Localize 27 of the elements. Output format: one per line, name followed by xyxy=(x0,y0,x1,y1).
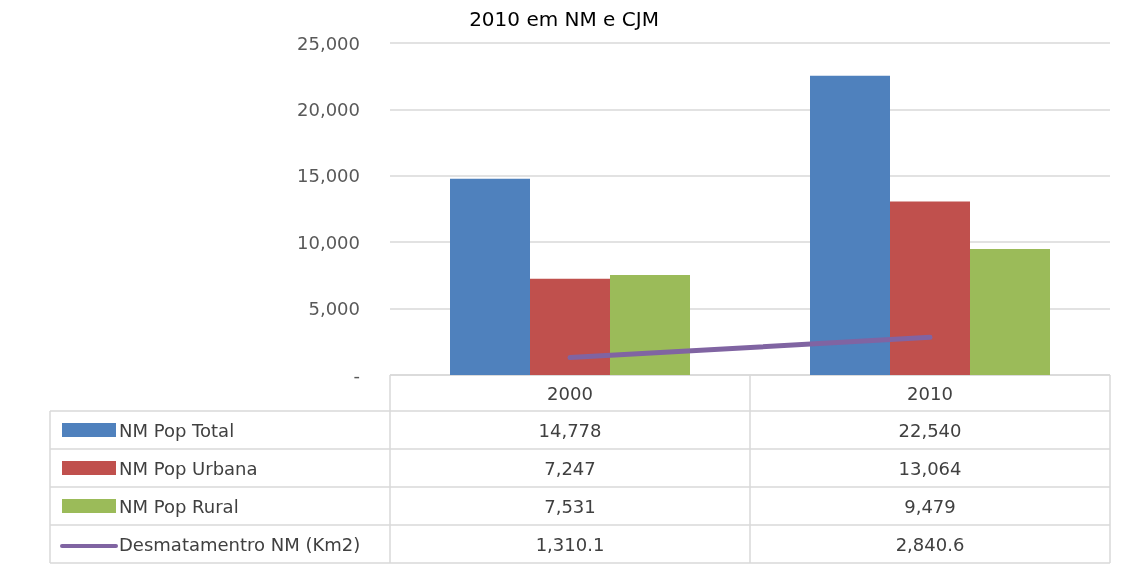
y-tick-label: 15,000 xyxy=(297,165,360,187)
legend-label: Desmatamentro NM (Km2) xyxy=(119,533,361,555)
legend-label: NM Pop Total xyxy=(119,419,235,441)
y-tick-label: 20,000 xyxy=(297,98,360,120)
x-tick-label: 2000 xyxy=(547,382,593,404)
y-tick-label: 25,000 xyxy=(297,32,360,54)
data-label: 22,540 xyxy=(898,419,962,441)
bar xyxy=(610,274,690,375)
data-label: 14,778 xyxy=(538,419,602,441)
y-tick-label: 10,000 xyxy=(297,231,360,253)
bar xyxy=(810,75,890,375)
bar xyxy=(530,278,610,375)
data-label: 2,840.6 xyxy=(895,533,965,555)
legend-label: NM Pop Rural xyxy=(119,495,239,517)
bar xyxy=(450,178,530,375)
data-label: 9,479 xyxy=(904,495,956,517)
data-label: 1,310.1 xyxy=(535,533,605,555)
data-label: 7,247 xyxy=(544,457,596,479)
chart-title: 2010 em NM e CJM xyxy=(469,7,659,31)
y-tick-label: - xyxy=(353,364,360,386)
data-label: 13,064 xyxy=(898,457,962,479)
x-tick-label: 2010 xyxy=(907,382,953,404)
bar xyxy=(970,249,1050,375)
y-tick-label: 5,000 xyxy=(308,298,360,320)
bar xyxy=(890,201,970,375)
data-label: 7,531 xyxy=(544,495,596,517)
legend-label: NM Pop Urbana xyxy=(119,457,258,479)
